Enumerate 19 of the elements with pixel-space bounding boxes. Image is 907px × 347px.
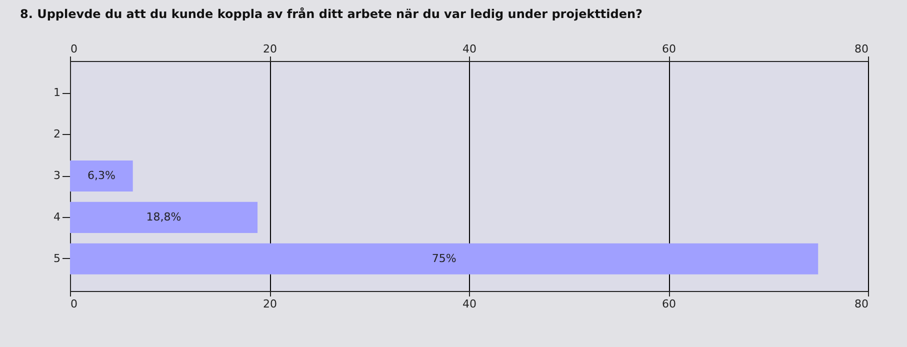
y-tick-label: 5 [54,252,60,265]
x-tick-label: 20 [263,42,277,56]
y-tick-label: 1 [54,86,60,100]
data-label: 6,3% [87,169,116,182]
y-tick-label: 2 [54,128,60,141]
y-tick-label: 3 [54,169,60,182]
x2-tick-label: 80 [854,298,868,310]
x-tick-label: 80 [854,42,868,56]
data-label: 75% [432,252,456,265]
x2-tick-label: 0 [70,298,78,310]
y-tick-label: 4 [54,210,60,224]
chart-title: 8. Upplevde du att du kunde koppla av från ditt arbete när du var ledig under projekttiden? [20,7,643,21]
x-tick-label: 40 [462,42,476,56]
x2-tick-label: 60 [662,298,676,310]
x-tick-label: 60 [662,42,676,56]
x2-tick-label: 20 [263,298,277,310]
x2-tick-label: 40 [462,298,476,310]
x-tick-label: 0 [70,42,78,56]
data-label: 18,8% [146,210,182,224]
